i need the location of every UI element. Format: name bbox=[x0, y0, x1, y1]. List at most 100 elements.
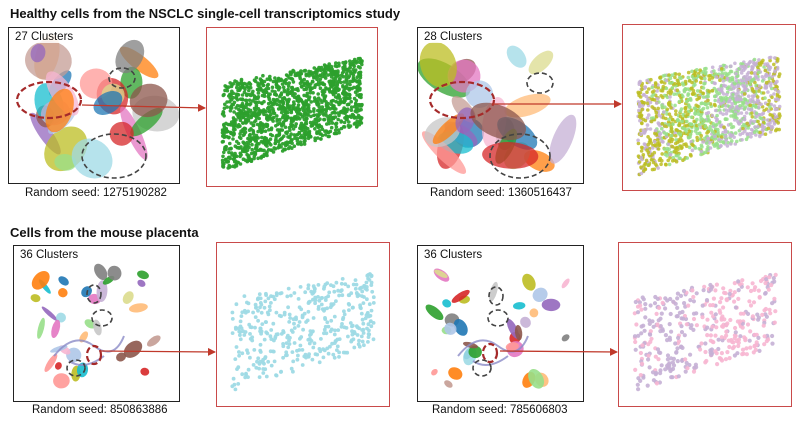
zoom-point bbox=[730, 139, 734, 143]
zoom-point bbox=[674, 109, 678, 113]
zoom-point bbox=[704, 298, 710, 303]
zoom-point bbox=[744, 137, 749, 142]
zoom-point bbox=[699, 341, 704, 346]
zoom-point bbox=[664, 86, 669, 91]
zoom-point bbox=[759, 116, 764, 121]
zoom-point bbox=[714, 325, 719, 330]
zoom-point bbox=[255, 148, 260, 153]
zoom-point bbox=[679, 330, 685, 335]
zoom-point bbox=[640, 343, 645, 348]
zoom-point bbox=[658, 371, 663, 376]
cluster-blob bbox=[30, 294, 41, 303]
zoom-point bbox=[333, 128, 338, 132]
neighbor-cluster-outline bbox=[487, 309, 509, 327]
zoom-point bbox=[224, 144, 228, 149]
zoom-point bbox=[248, 137, 253, 141]
zoom-point bbox=[341, 85, 345, 89]
zoom-point bbox=[684, 360, 689, 366]
zoom-point bbox=[345, 115, 350, 119]
zoom-point bbox=[643, 315, 648, 320]
zoom-point bbox=[296, 353, 300, 358]
zoom-point bbox=[361, 301, 366, 305]
zoom-point bbox=[701, 288, 706, 293]
zoom-point bbox=[685, 119, 689, 124]
cluster-blob bbox=[116, 352, 126, 362]
cluster-blob bbox=[520, 316, 531, 328]
random-seed-label: Random seed: 785606803 bbox=[432, 404, 568, 416]
zoom-point bbox=[638, 303, 643, 308]
zoom-point bbox=[647, 113, 651, 117]
zoom-point bbox=[638, 118, 642, 123]
zoom-point bbox=[661, 140, 665, 144]
zoom-point bbox=[655, 97, 660, 101]
zoom-point bbox=[285, 91, 290, 95]
zoom-point bbox=[287, 125, 292, 130]
zoom-point bbox=[335, 64, 339, 69]
zoom-points bbox=[632, 272, 778, 392]
zoom-point bbox=[643, 161, 647, 166]
zoom-point bbox=[311, 80, 315, 84]
zoom-point bbox=[278, 94, 282, 99]
zoom-point bbox=[668, 95, 672, 99]
zoom-point bbox=[274, 373, 279, 378]
zoom-point bbox=[697, 123, 702, 127]
zoom-point bbox=[268, 334, 273, 339]
zoom-point bbox=[334, 280, 339, 285]
zoom-point bbox=[662, 110, 666, 114]
zoom-point bbox=[230, 331, 235, 335]
zoom-point bbox=[247, 92, 251, 97]
zoom-point bbox=[682, 89, 687, 94]
zoom-point bbox=[327, 290, 332, 295]
zoom-point bbox=[680, 116, 685, 121]
zoom-point bbox=[753, 80, 757, 85]
zoom-point bbox=[292, 291, 297, 295]
zoom-point bbox=[371, 337, 376, 342]
zoom-point bbox=[273, 336, 277, 341]
zoom-point bbox=[270, 133, 275, 138]
zoom-point bbox=[714, 119, 719, 123]
zoom-point bbox=[725, 86, 730, 91]
zoom-point bbox=[635, 382, 640, 387]
zoom-point bbox=[767, 109, 771, 113]
zoom-points bbox=[230, 272, 376, 392]
cluster-blob bbox=[549, 114, 577, 164]
zoom-point bbox=[257, 375, 262, 379]
zoom-point bbox=[253, 114, 258, 118]
zoom-point bbox=[764, 86, 769, 90]
zoom-point bbox=[761, 91, 766, 95]
zoom-point bbox=[691, 316, 697, 322]
zoom-point bbox=[675, 291, 680, 296]
zoom-point bbox=[321, 82, 326, 86]
zoom-point bbox=[655, 89, 659, 93]
zoom-point bbox=[736, 119, 740, 124]
cluster-blob bbox=[140, 367, 150, 376]
zoom-point bbox=[288, 104, 292, 108]
zoom-point bbox=[252, 135, 256, 140]
zoom-point bbox=[247, 88, 251, 93]
zoom-point bbox=[241, 133, 246, 138]
zoom-point bbox=[746, 70, 751, 75]
zoom-point bbox=[757, 295, 762, 300]
zoom-point bbox=[755, 312, 760, 317]
section-title-placenta: Cells from the mouse placenta bbox=[10, 225, 199, 240]
zoom-point bbox=[237, 116, 241, 120]
zoom-point bbox=[713, 94, 717, 99]
zoom-point bbox=[731, 96, 735, 101]
zoom-point bbox=[753, 347, 758, 352]
zoom-point bbox=[642, 328, 647, 333]
zoom-point bbox=[702, 151, 706, 155]
zoom-point bbox=[768, 65, 773, 70]
zoom-point bbox=[254, 76, 259, 80]
zoom-point bbox=[733, 325, 738, 331]
zoom-point bbox=[750, 97, 755, 102]
zoom-point bbox=[358, 66, 362, 70]
zoom-point bbox=[240, 93, 245, 97]
zoom-point bbox=[336, 128, 341, 132]
zoom-point bbox=[775, 67, 780, 71]
zoom-point bbox=[760, 79, 765, 83]
zoom-point bbox=[734, 72, 738, 76]
zoom-point bbox=[710, 324, 715, 329]
zoom-point bbox=[709, 310, 714, 315]
zoom-point bbox=[754, 86, 759, 91]
zoom-point bbox=[295, 109, 299, 114]
